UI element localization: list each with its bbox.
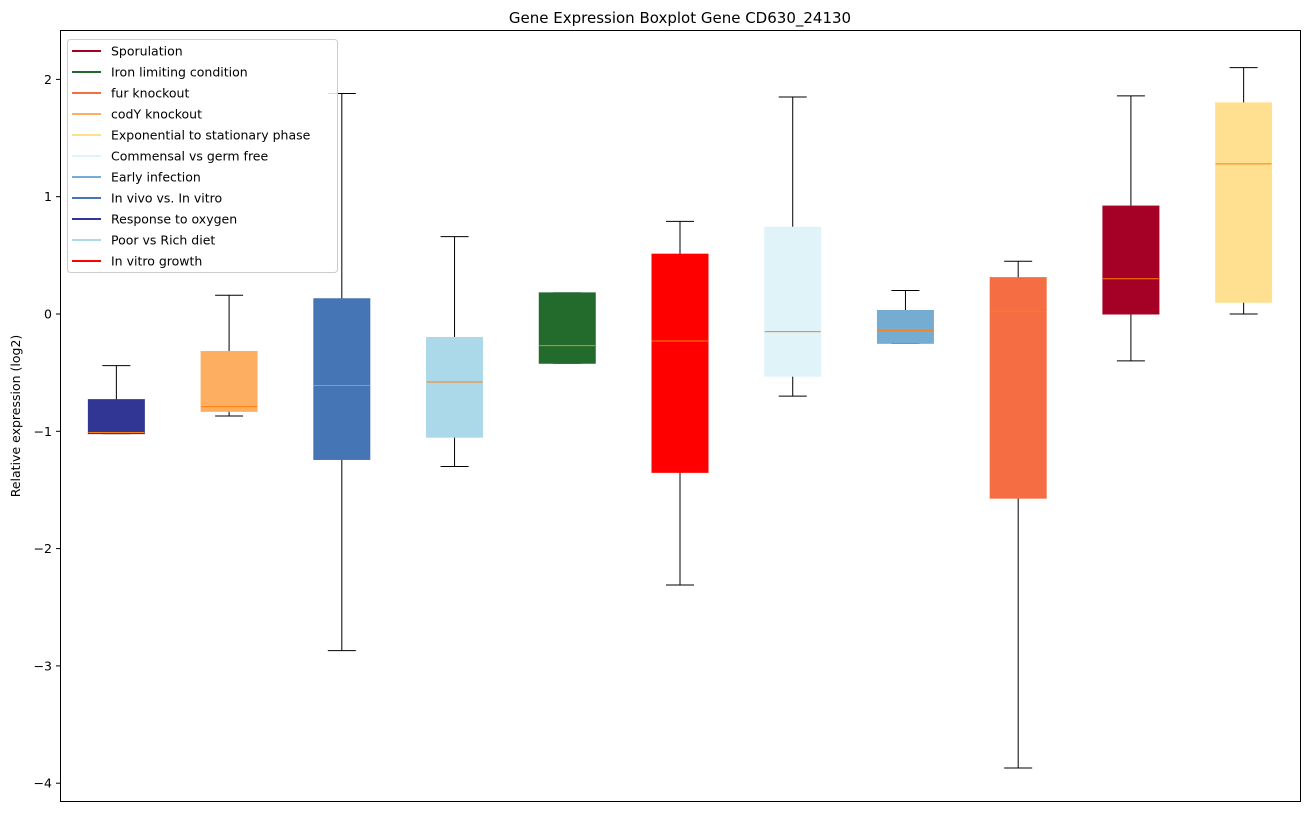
box-cody-knockout	[200, 294, 258, 417]
box-body	[1215, 102, 1273, 303]
box-response-to-oxygen	[87, 365, 145, 435]
y-tick-label: −4	[34, 776, 52, 791]
box-body	[1102, 205, 1160, 315]
legend-label: fur knockout	[111, 86, 189, 101]
legend-item: In vivo vs. In vitro	[72, 191, 222, 206]
legend-label: In vitro growth	[111, 254, 202, 269]
legend-label: Sporulation	[111, 44, 183, 59]
legend-item: Poor vs Rich diet	[72, 233, 215, 248]
legend-label: Exponential to stationary phase	[111, 128, 311, 143]
box-sporulation	[1102, 95, 1160, 362]
legend-item: Commensal vs germ free	[72, 149, 268, 164]
box-body	[313, 298, 371, 460]
legend-item: Iron limiting condition	[72, 65, 248, 80]
box-commensal-vs-germ-free	[764, 96, 822, 397]
legend-item: codY knockout	[72, 107, 202, 122]
box-iron-limiting-condition	[538, 292, 596, 364]
box-poor-vs-rich-diet	[426, 236, 484, 467]
box-body	[426, 336, 484, 438]
y-tick-label: 2	[44, 72, 52, 87]
box-body	[764, 226, 822, 377]
legend-label: In vivo vs. In vitro	[111, 191, 222, 206]
box-early-infection	[876, 290, 934, 344]
legend-item: Response to oxygen	[72, 212, 237, 227]
y-tick-label: −1	[34, 424, 52, 439]
plot-frame	[60, 30, 1301, 802]
y-tick-label: −2	[34, 541, 52, 556]
legend-label: Commensal vs germ free	[111, 149, 268, 164]
legend-label: codY knockout	[111, 107, 202, 122]
y-tick-label: −3	[34, 658, 52, 673]
box-body	[651, 253, 709, 473]
box-fur-knockout	[989, 260, 1047, 769]
legend-item: Exponential to stationary phase	[72, 128, 311, 143]
legend-item: Early infection	[72, 170, 201, 185]
legend-label: Early infection	[111, 170, 201, 185]
box-body	[989, 277, 1047, 499]
box-in-vivo-vs-in-vitro	[313, 92, 371, 652]
box-body	[538, 292, 596, 364]
legend-label: Poor vs Rich diet	[111, 233, 215, 248]
legend-item: Sporulation	[72, 44, 183, 59]
box-in-vitro-growth	[651, 220, 709, 586]
y-tick-label: 1	[44, 189, 52, 204]
box-body	[876, 309, 934, 344]
chart-title: Gene Expression Boxplot Gene CD630_24130	[509, 9, 851, 28]
legend-item: fur knockout	[72, 86, 189, 101]
legend-box	[67, 39, 338, 273]
box-exponential-to-stationary-phase	[1215, 67, 1273, 315]
boxes	[87, 67, 1273, 769]
box-body	[87, 399, 145, 435]
legend-label: Response to oxygen	[111, 212, 237, 227]
legend: Sporulation Iron limiting condition fur kn…	[67, 39, 338, 273]
box-body	[200, 351, 258, 412]
y-axis-label: Relative expression (log2)	[8, 335, 23, 498]
legend-item: In vitro growth	[72, 254, 202, 269]
y-axis: 2 1 0 −1 −2 −3 −4	[34, 72, 60, 791]
y-tick-label: 0	[44, 307, 52, 322]
legend-label: Iron limiting condition	[111, 65, 248, 80]
